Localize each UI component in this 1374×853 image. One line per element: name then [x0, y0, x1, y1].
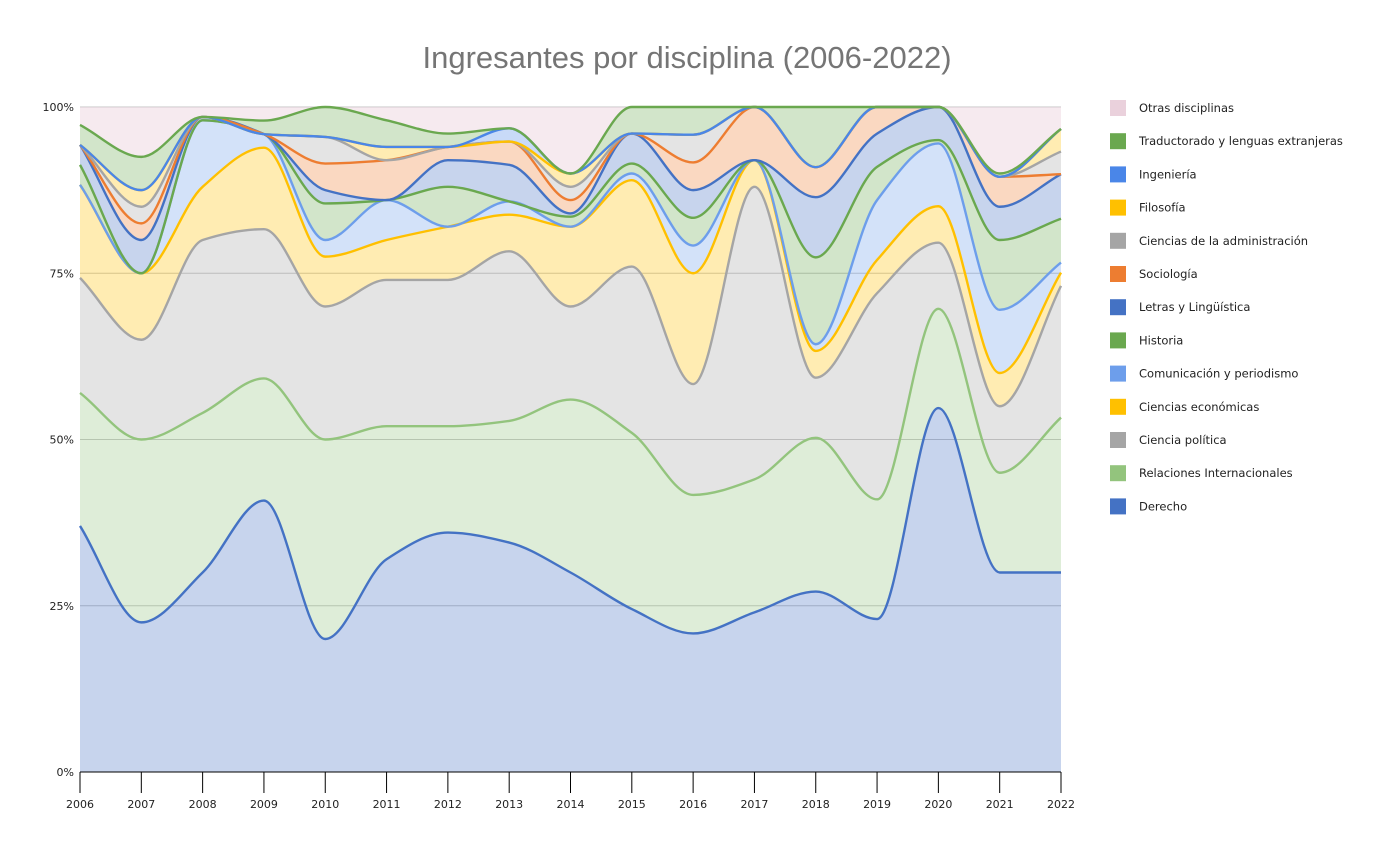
- area-3: [80, 147, 1061, 407]
- x-tick-label: 2022: [1047, 798, 1075, 811]
- legend: Otras disciplinas Traductorado y lenguas …: [1110, 100, 1343, 515]
- series-line-0: [78, 406, 1061, 641]
- x-tick-label: 2017: [740, 798, 768, 811]
- legend-label: Letras y Lingüística: [1139, 300, 1250, 314]
- legend-swatch: [1110, 232, 1126, 249]
- x-tick-label: 2016: [679, 798, 707, 811]
- area-4: [80, 120, 1061, 373]
- x-tick-label: 2020: [924, 798, 952, 811]
- y-tick-label: 100%: [43, 101, 74, 114]
- y-tick-label: 75%: [50, 267, 74, 280]
- area-12: [80, 107, 1061, 174]
- axes: 0% 25% 50% 75% 100% 2006 2007 2008 2009 2010 2011 2…: [43, 101, 1075, 811]
- chart-title: Ingresantes por disciplina (2006-2022): [422, 40, 951, 75]
- legend-swatch: [1110, 100, 1126, 116]
- legend-swatch: [1110, 432, 1126, 448]
- area-5: [80, 120, 1061, 345]
- legend-label: Ciencia política: [1139, 433, 1227, 447]
- series-line-3: [79, 146, 1063, 375]
- x-tick-label: 2011: [373, 798, 401, 811]
- series-line-11: [79, 105, 1062, 175]
- series-lines: [78, 105, 1063, 641]
- legend-label: Traductorado y lenguas extranjeras: [1138, 134, 1343, 148]
- x-tick-label: 2018: [802, 798, 830, 811]
- legend-swatch: [1110, 266, 1126, 282]
- legend-label: Ingeniería: [1139, 167, 1197, 181]
- legend-swatch: [1110, 465, 1126, 482]
- series-line-5: [78, 119, 1062, 275]
- x-tick-label: 2013: [495, 798, 523, 811]
- x-tick-label: 2006: [66, 798, 94, 811]
- area-0: [80, 408, 1061, 772]
- legend-label: Sociología: [1139, 267, 1198, 281]
- legend-label: Relaciones Internacionales: [1139, 466, 1293, 480]
- legend-label: Historia: [1139, 333, 1183, 347]
- legend-swatch: [1110, 365, 1126, 382]
- legend-swatch: [1110, 166, 1126, 183]
- series-line-1: [79, 307, 1062, 501]
- legend-swatch: [1110, 299, 1126, 316]
- y-tick-label: 0%: [57, 766, 74, 779]
- area-6: [80, 107, 1061, 274]
- legend-label: Filosofía: [1139, 201, 1186, 215]
- x-tick-label: 2010: [311, 798, 339, 811]
- area-11: [80, 107, 1061, 191]
- series-line-2: [79, 185, 1063, 408]
- x-tick-label: 2012: [434, 798, 462, 811]
- legend-swatch: [1110, 133, 1126, 150]
- legend-label: Otras disciplinas: [1139, 101, 1234, 115]
- gridlines: [80, 106, 1061, 607]
- x-tick-label: 2021: [986, 798, 1014, 811]
- area-2: [80, 186, 1061, 500]
- x-tick-label: 2019: [863, 798, 891, 811]
- x-tick-label: 2007: [127, 798, 155, 811]
- y-tick-label: 50%: [50, 434, 74, 447]
- legend-swatch: [1110, 498, 1126, 515]
- legend-swatch: [1110, 332, 1126, 349]
- area-fills: [80, 107, 1061, 772]
- legend-swatch: [1110, 398, 1126, 415]
- legend-label: Derecho: [1139, 499, 1187, 513]
- x-tick-label: 2008: [189, 798, 217, 811]
- x-tick-label: 2009: [250, 798, 278, 811]
- legend-label: Comunicación y periodismo: [1139, 367, 1298, 381]
- x-tick-label: 2015: [618, 798, 646, 811]
- y-tick-label: 25%: [50, 600, 74, 613]
- x-tick-label: 2014: [557, 798, 585, 811]
- area-1: [80, 308, 1061, 639]
- legend-swatch: [1110, 199, 1126, 216]
- legend-label: Ciencias económicas: [1139, 400, 1259, 414]
- legend-label: Ciencias de la administración: [1139, 234, 1308, 248]
